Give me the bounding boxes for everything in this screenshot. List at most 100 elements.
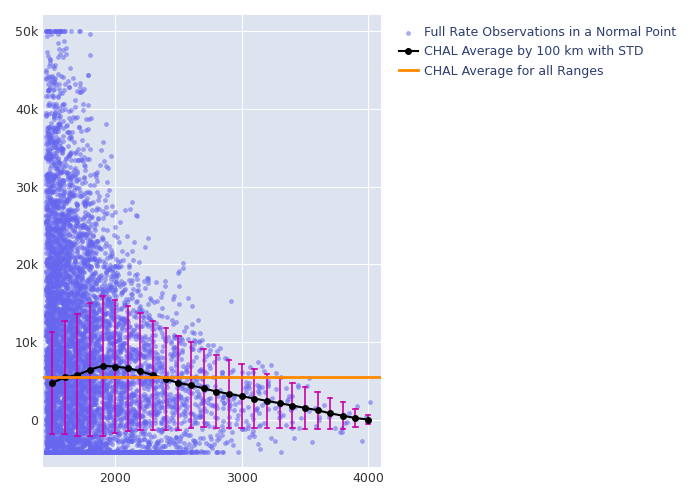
- Full Rate Observations in a Normal Point: [68, 216, 79, 224]
- Full Rate Observations in a Normal Point: [41, 132, 52, 140]
- Full Rate Observations in a Normal Point: [88, 254, 99, 262]
- Full Rate Observations in a Normal Point: [54, 410, 65, 418]
- Full Rate Observations in a Normal Point: [243, 382, 254, 390]
- Full Rate Observations in a Normal Point: [64, 324, 75, 332]
- Full Rate Observations in a Normal Point: [50, 435, 61, 443]
- Full Rate Observations in a Normal Point: [51, 299, 62, 307]
- Full Rate Observations in a Normal Point: [43, 155, 54, 163]
- Full Rate Observations in a Normal Point: [69, 415, 80, 423]
- Full Rate Observations in a Normal Point: [43, 448, 54, 456]
- Full Rate Observations in a Normal Point: [99, 368, 110, 376]
- Full Rate Observations in a Normal Point: [50, 366, 62, 374]
- Full Rate Observations in a Normal Point: [41, 297, 52, 305]
- Full Rate Observations in a Normal Point: [69, 370, 80, 378]
- Full Rate Observations in a Normal Point: [59, 322, 70, 330]
- Full Rate Observations in a Normal Point: [202, 394, 214, 402]
- Full Rate Observations in a Normal Point: [48, 352, 59, 360]
- Full Rate Observations in a Normal Point: [83, 448, 94, 456]
- Full Rate Observations in a Normal Point: [88, 345, 99, 353]
- Full Rate Observations in a Normal Point: [64, 448, 75, 456]
- Full Rate Observations in a Normal Point: [153, 448, 164, 456]
- Full Rate Observations in a Normal Point: [123, 294, 134, 302]
- Full Rate Observations in a Normal Point: [127, 392, 139, 400]
- Full Rate Observations in a Normal Point: [105, 446, 116, 454]
- Full Rate Observations in a Normal Point: [74, 325, 85, 333]
- Full Rate Observations in a Normal Point: [168, 320, 179, 328]
- Full Rate Observations in a Normal Point: [67, 448, 78, 456]
- Full Rate Observations in a Normal Point: [78, 330, 89, 338]
- Full Rate Observations in a Normal Point: [55, 298, 66, 306]
- Full Rate Observations in a Normal Point: [52, 380, 63, 388]
- Full Rate Observations in a Normal Point: [160, 418, 172, 426]
- Full Rate Observations in a Normal Point: [48, 389, 59, 397]
- Full Rate Observations in a Normal Point: [154, 403, 165, 411]
- Full Rate Observations in a Normal Point: [79, 188, 90, 196]
- Full Rate Observations in a Normal Point: [64, 387, 75, 395]
- Full Rate Observations in a Normal Point: [57, 334, 68, 342]
- Full Rate Observations in a Normal Point: [60, 282, 71, 290]
- Full Rate Observations in a Normal Point: [78, 379, 90, 387]
- Full Rate Observations in a Normal Point: [186, 328, 197, 336]
- Full Rate Observations in a Normal Point: [50, 182, 62, 190]
- Full Rate Observations in a Normal Point: [61, 312, 72, 320]
- Full Rate Observations in a Normal Point: [41, 448, 52, 456]
- Full Rate Observations in a Normal Point: [52, 358, 63, 366]
- Full Rate Observations in a Normal Point: [79, 448, 90, 456]
- Full Rate Observations in a Normal Point: [74, 306, 85, 314]
- Full Rate Observations in a Normal Point: [126, 448, 137, 456]
- Full Rate Observations in a Normal Point: [60, 396, 71, 404]
- Full Rate Observations in a Normal Point: [83, 446, 94, 454]
- Full Rate Observations in a Normal Point: [52, 290, 64, 298]
- Full Rate Observations in a Normal Point: [45, 448, 56, 456]
- Full Rate Observations in a Normal Point: [52, 314, 64, 322]
- Full Rate Observations in a Normal Point: [60, 372, 71, 380]
- Full Rate Observations in a Normal Point: [74, 264, 85, 272]
- Full Rate Observations in a Normal Point: [42, 320, 53, 328]
- Full Rate Observations in a Normal Point: [65, 448, 76, 456]
- Full Rate Observations in a Normal Point: [71, 410, 82, 418]
- Full Rate Observations in a Normal Point: [124, 438, 135, 446]
- Full Rate Observations in a Normal Point: [149, 331, 160, 339]
- Full Rate Observations in a Normal Point: [102, 301, 113, 309]
- Full Rate Observations in a Normal Point: [45, 448, 56, 456]
- Full Rate Observations in a Normal Point: [48, 448, 59, 456]
- Full Rate Observations in a Normal Point: [66, 426, 77, 434]
- Full Rate Observations in a Normal Point: [102, 309, 113, 317]
- Full Rate Observations in a Normal Point: [79, 441, 90, 449]
- Full Rate Observations in a Normal Point: [43, 426, 55, 434]
- Full Rate Observations in a Normal Point: [121, 440, 132, 448]
- Full Rate Observations in a Normal Point: [83, 200, 94, 208]
- Full Rate Observations in a Normal Point: [55, 448, 66, 456]
- Full Rate Observations in a Normal Point: [122, 318, 134, 326]
- Full Rate Observations in a Normal Point: [50, 448, 61, 456]
- Full Rate Observations in a Normal Point: [59, 356, 70, 364]
- Full Rate Observations in a Normal Point: [48, 442, 60, 450]
- Full Rate Observations in a Normal Point: [86, 397, 97, 405]
- Full Rate Observations in a Normal Point: [64, 250, 75, 258]
- Full Rate Observations in a Normal Point: [134, 302, 145, 310]
- Full Rate Observations in a Normal Point: [72, 345, 83, 353]
- Full Rate Observations in a Normal Point: [189, 400, 200, 408]
- Full Rate Observations in a Normal Point: [104, 410, 115, 418]
- Full Rate Observations in a Normal Point: [55, 337, 66, 345]
- Full Rate Observations in a Normal Point: [91, 448, 102, 456]
- Full Rate Observations in a Normal Point: [41, 380, 52, 388]
- Full Rate Observations in a Normal Point: [76, 392, 88, 400]
- Full Rate Observations in a Normal Point: [122, 324, 133, 332]
- Full Rate Observations in a Normal Point: [85, 305, 97, 313]
- Full Rate Observations in a Normal Point: [80, 357, 92, 365]
- Full Rate Observations in a Normal Point: [85, 266, 96, 274]
- Full Rate Observations in a Normal Point: [115, 282, 126, 290]
- Full Rate Observations in a Normal Point: [64, 176, 76, 184]
- Full Rate Observations in a Normal Point: [80, 404, 91, 412]
- Full Rate Observations in a Normal Point: [194, 367, 205, 375]
- Full Rate Observations in a Normal Point: [57, 72, 69, 80]
- Full Rate Observations in a Normal Point: [123, 365, 134, 373]
- Full Rate Observations in a Normal Point: [80, 199, 91, 207]
- Full Rate Observations in a Normal Point: [58, 196, 69, 203]
- Full Rate Observations in a Normal Point: [145, 370, 156, 378]
- Full Rate Observations in a Normal Point: [104, 372, 115, 380]
- Full Rate Observations in a Normal Point: [44, 432, 55, 440]
- Full Rate Observations in a Normal Point: [52, 446, 63, 454]
- Full Rate Observations in a Normal Point: [60, 448, 71, 456]
